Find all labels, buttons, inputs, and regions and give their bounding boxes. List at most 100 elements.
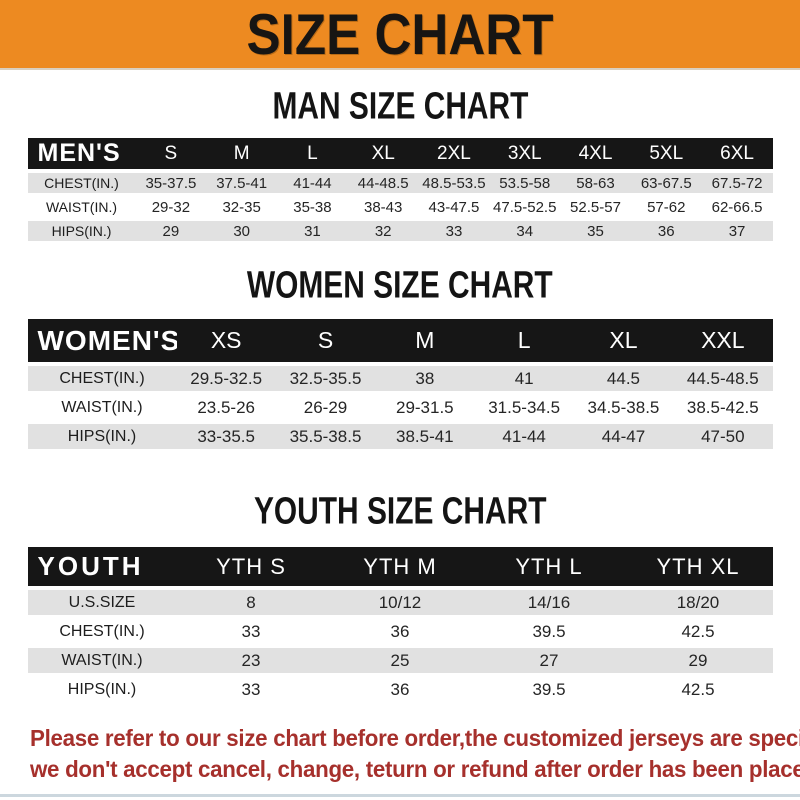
- man-column-header: 2XL: [418, 138, 490, 169]
- youth-column-header: YTH S: [176, 547, 326, 586]
- man-cell: 62-66.5: [701, 197, 773, 217]
- youth-section-heading: YOUTH SIZE CHART: [253, 489, 547, 533]
- man-section-heading: MAN SIZE CHART: [272, 84, 528, 128]
- man-cell: 67.5-72: [701, 173, 773, 193]
- youth-column-header: YTH XL: [623, 547, 773, 586]
- man-column-header: L: [277, 138, 348, 169]
- man-cell: 37.5-41: [206, 173, 278, 193]
- youth-table-title: YOUTH: [27, 547, 177, 586]
- youth-table-row: CHEST(IN.) 33 36 39.5 42.5: [27, 619, 773, 644]
- man-column-header: S: [135, 138, 207, 169]
- man-cell: 44-48.5: [347, 173, 419, 193]
- youth-table-row: WAIST(IN.) 23 25 27 29: [27, 648, 773, 673]
- youth-row-label: U.S.SIZE: [27, 590, 177, 615]
- women-header-row: WOMEN'S XS S M L XL XXL: [27, 319, 773, 362]
- women-cell: 29.5-32.5: [176, 366, 276, 391]
- women-column-header: M: [375, 319, 475, 362]
- man-column-header: XL: [347, 138, 419, 169]
- youth-table-row: U.S.SIZE 8 10/12 14/16 18/20: [27, 590, 773, 615]
- section-man: MAN SIZE CHART MEN'S S M L XL 2XL 3XL 4XL 5XL 6XL C…: [0, 70, 800, 245]
- footer-note: Please refer to our size chart before or…: [0, 723, 800, 785]
- footer-line-2: we don't accept cancel, change, teturn o…: [30, 756, 800, 782]
- women-column-header: XS: [176, 319, 276, 362]
- women-row-label: CHEST(IN.): [27, 366, 177, 391]
- man-size-table: MEN'S S M L XL 2XL 3XL 4XL 5XL 6XL CHEST(IN.) 35-37…: [27, 134, 773, 245]
- man-row-label: HIPS(IN.): [27, 221, 136, 241]
- man-cell: 48.5-53.5: [418, 173, 490, 193]
- man-cell: 63-67.5: [630, 173, 702, 193]
- man-column-header: 5XL: [630, 138, 702, 169]
- women-cell: 34.5-38.5: [573, 395, 674, 420]
- man-cell: 38-43: [347, 197, 419, 217]
- man-cell: 47.5-52.5: [489, 197, 561, 217]
- man-cell: 32-35: [206, 197, 278, 217]
- man-column-header: 6XL: [701, 138, 773, 169]
- man-cell: 31: [277, 221, 348, 241]
- sections-container: MAN SIZE CHART MEN'S S M L XL 2XL 3XL 4XL 5XL 6XL C…: [0, 70, 800, 706]
- women-cell: 41: [474, 366, 574, 391]
- women-cell: 26-29: [275, 395, 376, 420]
- women-table-row: WAIST(IN.) 23.5-26 26-29 29-31.5 31.5-34.5 34…: [27, 395, 773, 420]
- women-cell: 29-31.5: [375, 395, 475, 420]
- women-cell: 23.5-26: [176, 395, 276, 420]
- youth-cell: 29: [623, 648, 773, 673]
- man-table-row: WAIST(IN.) 29-32 32-35 35-38 38-43 43-47.5 47.…: [27, 197, 773, 217]
- man-cell: 58-63: [560, 173, 631, 193]
- bottom-divider: [0, 794, 800, 797]
- man-cell: 35: [560, 221, 631, 241]
- banner-title: SIZE CHART: [246, 1, 554, 67]
- man-cell: 37: [701, 221, 773, 241]
- women-row-label: HIPS(IN.): [27, 424, 177, 449]
- women-table-row: CHEST(IN.) 29.5-32.5 32.5-35.5 38 41 44.5 44.5…: [27, 366, 773, 391]
- man-column-header: 3XL: [489, 138, 561, 169]
- youth-row-label: WAIST(IN.): [27, 648, 177, 673]
- man-table-title: MEN'S: [27, 138, 136, 169]
- women-cell: 33-35.5: [176, 424, 276, 449]
- youth-cell: 42.5: [623, 619, 773, 644]
- youth-cell: 23: [176, 648, 326, 673]
- section-women: WOMEN SIZE CHART WOMEN'S XS S M L XL XXL CHEST(I…: [0, 245, 800, 453]
- man-table-row: CHEST(IN.) 35-37.5 37.5-41 41-44 44-48.5 48.5…: [27, 173, 773, 193]
- man-column-header: M: [206, 138, 278, 169]
- youth-cell: 8: [176, 590, 326, 615]
- women-section-heading: WOMEN SIZE CHART: [247, 263, 553, 307]
- youth-cell: 27: [474, 648, 624, 673]
- youth-column-header: YTH L: [474, 547, 624, 586]
- man-row-label: WAIST(IN.): [27, 197, 136, 217]
- youth-header-row: YOUTH YTH S YTH M YTH L YTH XL: [27, 547, 773, 586]
- women-cell: 38.5-41: [375, 424, 475, 449]
- man-cell: 43-47.5: [418, 197, 490, 217]
- women-cell: 44.5-48.5: [673, 366, 773, 391]
- man-row-label: CHEST(IN.): [27, 173, 136, 193]
- man-cell: 32: [347, 221, 419, 241]
- women-column-header: XXL: [673, 319, 773, 362]
- man-cell: 33: [418, 221, 490, 241]
- man-cell: 36: [630, 221, 702, 241]
- man-column-header: 4XL: [560, 138, 631, 169]
- youth-row-label: CHEST(IN.): [27, 619, 177, 644]
- man-cell: 57-62: [630, 197, 702, 217]
- man-cell: 30: [206, 221, 278, 241]
- youth-cell: 39.5: [474, 619, 624, 644]
- banner: SIZE CHART: [0, 0, 800, 70]
- man-cell: 35-38: [277, 197, 348, 217]
- women-column-header: S: [275, 319, 376, 362]
- man-cell: 29-32: [135, 197, 207, 217]
- man-cell: 41-44: [277, 173, 348, 193]
- youth-cell: 42.5: [623, 677, 773, 702]
- women-cell: 38.5-42.5: [673, 395, 773, 420]
- youth-cell: 18/20: [623, 590, 773, 615]
- man-cell: 34: [489, 221, 561, 241]
- man-cell: 52.5-57: [560, 197, 631, 217]
- youth-row-label: HIPS(IN.): [27, 677, 177, 702]
- man-header-row: MEN'S S M L XL 2XL 3XL 4XL 5XL 6XL: [27, 138, 773, 169]
- women-column-header: L: [474, 319, 574, 362]
- man-cell: 35-37.5: [135, 173, 207, 193]
- youth-cell: 25: [325, 648, 475, 673]
- youth-cell: 36: [325, 677, 475, 702]
- women-cell: 35.5-38.5: [275, 424, 376, 449]
- women-row-label: WAIST(IN.): [27, 395, 177, 420]
- women-table-row: HIPS(IN.) 33-35.5 35.5-38.5 38.5-41 41-44 44-…: [27, 424, 773, 449]
- women-column-header: XL: [573, 319, 674, 362]
